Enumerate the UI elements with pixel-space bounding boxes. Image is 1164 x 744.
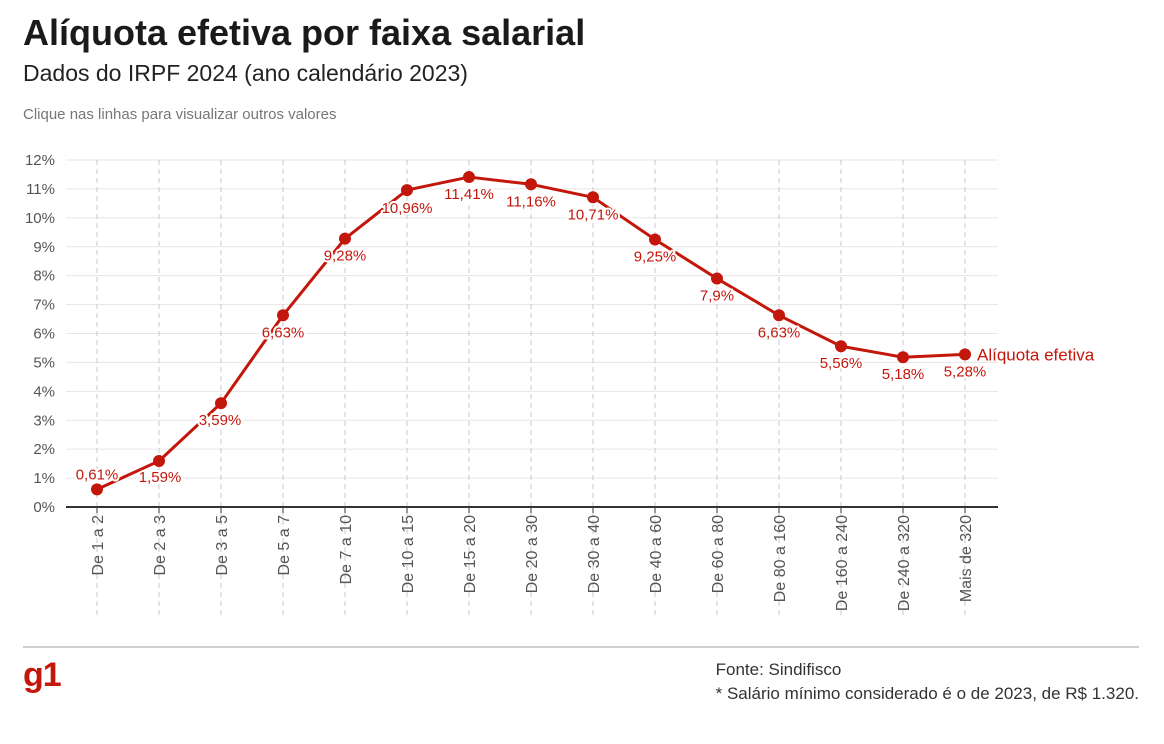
data-point [215, 397, 227, 410]
data-point [525, 178, 537, 191]
x-tick-label: De 40 a 60 [648, 515, 665, 593]
y-tick-label: 5% [33, 354, 55, 371]
data-label: 5,56% [820, 355, 863, 372]
x-tick-label: De 5 a 7 [276, 515, 293, 576]
data-point [649, 233, 661, 246]
data-label: 5,28% [944, 363, 987, 380]
x-tick-label: De 3 a 5 [214, 515, 231, 576]
data-label: 0,61% [76, 466, 119, 483]
y-tick-label: 3% [33, 412, 55, 429]
data-point [711, 272, 723, 285]
data-point [897, 351, 909, 364]
interaction-hint: Clique nas linhas para visualizar outros… [23, 106, 337, 123]
chart-title: Alíquota efetiva por faixa salarial [23, 12, 586, 53]
line-chart[interactable]: 0% 1% 2% 3% 4% 5% 6% 7% 8% 9% 10% 11% 12% De 1 a 2 De … [0, 0, 1164, 640]
data-point [91, 483, 103, 496]
data-point [835, 340, 847, 353]
x-tick-label: De 15 a 20 [462, 515, 479, 593]
x-tick-label: De 80 a 160 [772, 515, 789, 602]
x-tick-label: De 2 a 3 [152, 515, 169, 576]
x-tick-label: De 20 a 30 [524, 515, 541, 593]
source-text: Fonte: Sindifisco [715, 660, 842, 679]
y-tick-label: 8% [33, 268, 55, 285]
y-tick-label: 4% [33, 383, 55, 400]
y-tick-label: 12% [25, 152, 55, 169]
data-label: 10,96% [382, 200, 433, 217]
g1-logo: g1 [23, 656, 62, 694]
data-point [587, 191, 599, 204]
data-label: 6,63% [758, 324, 801, 341]
data-label: 5,18% [882, 366, 925, 383]
y-tick-label: 10% [25, 210, 55, 227]
y-tick-label: 9% [33, 239, 55, 256]
y-tick-label: 11% [26, 181, 55, 198]
data-label: 11,41% [444, 186, 494, 203]
x-tick-label: De 7 a 10 [338, 515, 355, 584]
data-point [401, 184, 413, 197]
data-point [339, 232, 351, 245]
x-tick-label: De 240 a 320 [896, 515, 913, 611]
x-tick-label: De 30 a 40 [586, 515, 603, 593]
data-label: 10,71% [568, 206, 619, 223]
y-tick-label: 2% [33, 441, 55, 458]
y-tick-label: 7% [33, 297, 55, 314]
footer-divider [23, 646, 1139, 648]
x-tick-label: Mais de 320 [958, 515, 975, 602]
data-point [773, 309, 785, 322]
source-block: Fonte: Sindifisco * Salário mínimo consi… [716, 658, 1139, 706]
y-tick-label: 6% [33, 326, 55, 343]
data-label: 9,25% [634, 249, 677, 266]
data-label: 3,59% [199, 412, 242, 429]
data-label: 7,9% [700, 288, 734, 305]
data-point [463, 171, 475, 184]
x-tick-label: De 60 a 80 [710, 515, 727, 593]
data-label: 6,63% [262, 324, 305, 341]
data-point [153, 455, 165, 468]
data-point [277, 309, 289, 322]
x-tick-label: De 160 a 240 [834, 515, 851, 611]
data-point [959, 348, 971, 361]
data-label: 1,59% [139, 469, 182, 486]
y-tick-label: 0% [33, 499, 55, 516]
series-name-label: Alíquota efetiva [977, 345, 1095, 364]
footnote-text: * Salário mínimo considerado é o de 2023… [715, 684, 1139, 703]
chart-subtitle: Dados do IRPF 2024 (ano calendário 2023) [23, 60, 468, 86]
data-label: 9,28% [324, 248, 367, 265]
x-tick-label: De 1 a 2 [90, 515, 107, 576]
y-tick-label: 1% [33, 470, 55, 487]
data-label: 11,16% [506, 193, 556, 210]
x-tick-label: De 10 a 15 [400, 515, 417, 593]
